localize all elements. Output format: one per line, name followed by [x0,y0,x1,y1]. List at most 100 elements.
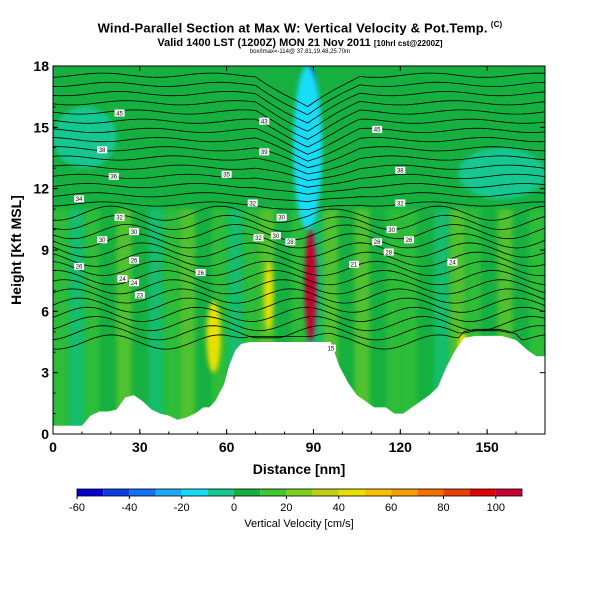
contour-label-text: 30 [278,216,285,222]
contour-label-text: 38 [397,169,404,175]
isentrope-line [53,164,545,182]
chart-titles: Wind-Parallel Section at Max W: Vertical… [0,0,600,62]
isentrope-line [53,173,545,188]
subtitle-note: [10hrl cst@2200Z] [373,39,443,48]
contour-label: 32 [253,234,264,242]
isentrope-line [53,205,545,223]
contour-label: 35 [221,170,232,179]
terrain-mask [53,335,545,434]
contour-label-text: 34 [76,197,83,203]
contour-label-text: 38 [99,148,106,154]
y-tick-label: 15 [33,119,49,135]
field-band [116,209,133,434]
contour-label-text: 24 [131,281,138,287]
colorbar: -60 -40 -20 0 20 40 60 80 100 [69,488,523,514]
contour-label-text: 30 [131,230,138,236]
contour-label: 32 [247,199,258,207]
contour-label: 32 [114,213,125,222]
y-tick-label: 6 [41,303,49,319]
contour-label-text: 35 [223,173,230,179]
colorbar-tick-label: 0 [231,502,237,514]
contour-label: 21 [348,260,359,269]
contour-label-text: 45 [116,111,123,117]
chart-title: Wind-Parallel Section at Max W: Vertical… [97,20,503,36]
colorbar-swatch [207,489,235,496]
colorbar-swatch [234,489,261,496]
contour-label: 26 [403,236,414,244]
field-updraft-core [304,229,317,342]
field-downdraft-outer [293,66,323,230]
contour-label-text: 23 [136,293,143,299]
colorbar-tick-label: -40 [121,502,137,514]
colorbar-swatch [443,489,470,496]
colorbar-swatch [495,489,522,496]
colorbar-swatch [77,489,104,496]
x-tick-label: 60 [219,439,235,455]
contour-label: 28 [285,238,296,246]
x-tick-label: 30 [132,439,148,455]
contour-label: 38 [395,166,406,175]
isentrope-line [53,137,545,162]
contour-label-text: 26 [131,259,138,265]
colorbar-swatch [391,489,418,496]
contour-label-text: 30 [388,228,395,234]
field-band [418,209,434,434]
isentrope-line [53,214,545,232]
isentrope-line [53,288,545,304]
chart-subsubtitle: box/lmax=-114@ 37.81,19.48,25.70m [249,49,351,55]
contour-label: 30 [129,228,140,236]
contour-label-text: 32 [116,216,123,222]
contour-label: 23 [134,291,145,299]
contour-label: 45 [372,125,383,134]
isentrope-line [53,127,545,155]
colorbar-swatch [312,489,339,496]
contour-label: 39 [259,148,270,156]
contour-label-text: 32 [249,201,256,207]
field-band [164,209,180,434]
field-band [68,209,85,434]
colorbar-tick-label: -60 [69,502,85,514]
contour-label-text: 32 [397,201,404,207]
contour-label: 28 [383,248,394,256]
x-tick-label: 0 [49,439,57,455]
contour-label: 30 [276,213,287,222]
contour-label-text: 21 [351,263,358,269]
field-updraft-55 [206,301,221,373]
colorbar-tick-label: 80 [437,502,449,514]
colorbar-swatch [338,489,365,496]
contour-label-text: 26 [406,238,413,244]
y-tick-label: 3 [41,365,49,381]
field-band [370,209,387,434]
contour-label-text: 32 [255,236,262,242]
x-tick-label: 150 [475,439,499,455]
colorbar-tick-label: 60 [385,502,397,514]
isentrope-line [53,109,545,140]
colorbar-swatch [181,489,208,496]
colorbar-tick-label: 40 [333,502,345,514]
colorbar-swatch [417,489,444,496]
colorbar-swatch [103,489,130,496]
contour-label: 32 [395,199,406,207]
contour-label: 30 [270,232,281,240]
isentrope-line [53,155,545,175]
contour-label-text: 26 [197,271,204,277]
contour-label-text: 15 [327,346,334,352]
isentrope-line [53,297,545,313]
field-updraft-75 [264,260,273,332]
contour-label: 38 [97,146,108,154]
isentrope-line [53,183,545,195]
contour-label: 36 [108,172,119,181]
x-tick-label: 90 [306,439,322,455]
contour-label-text: 28 [385,250,392,256]
field-band [84,209,101,434]
contour-label: 45 [114,109,125,117]
isentrope-line [53,72,545,108]
colorbar-tick-label: -20 [174,502,190,514]
contour-label: 34 [74,195,85,203]
contour-label-text: 30 [99,238,106,244]
field-band [148,209,165,434]
isentrope-line [53,100,545,132]
x-axis-label: Distance [nm] [253,461,346,477]
isentrope-line [53,251,545,267]
